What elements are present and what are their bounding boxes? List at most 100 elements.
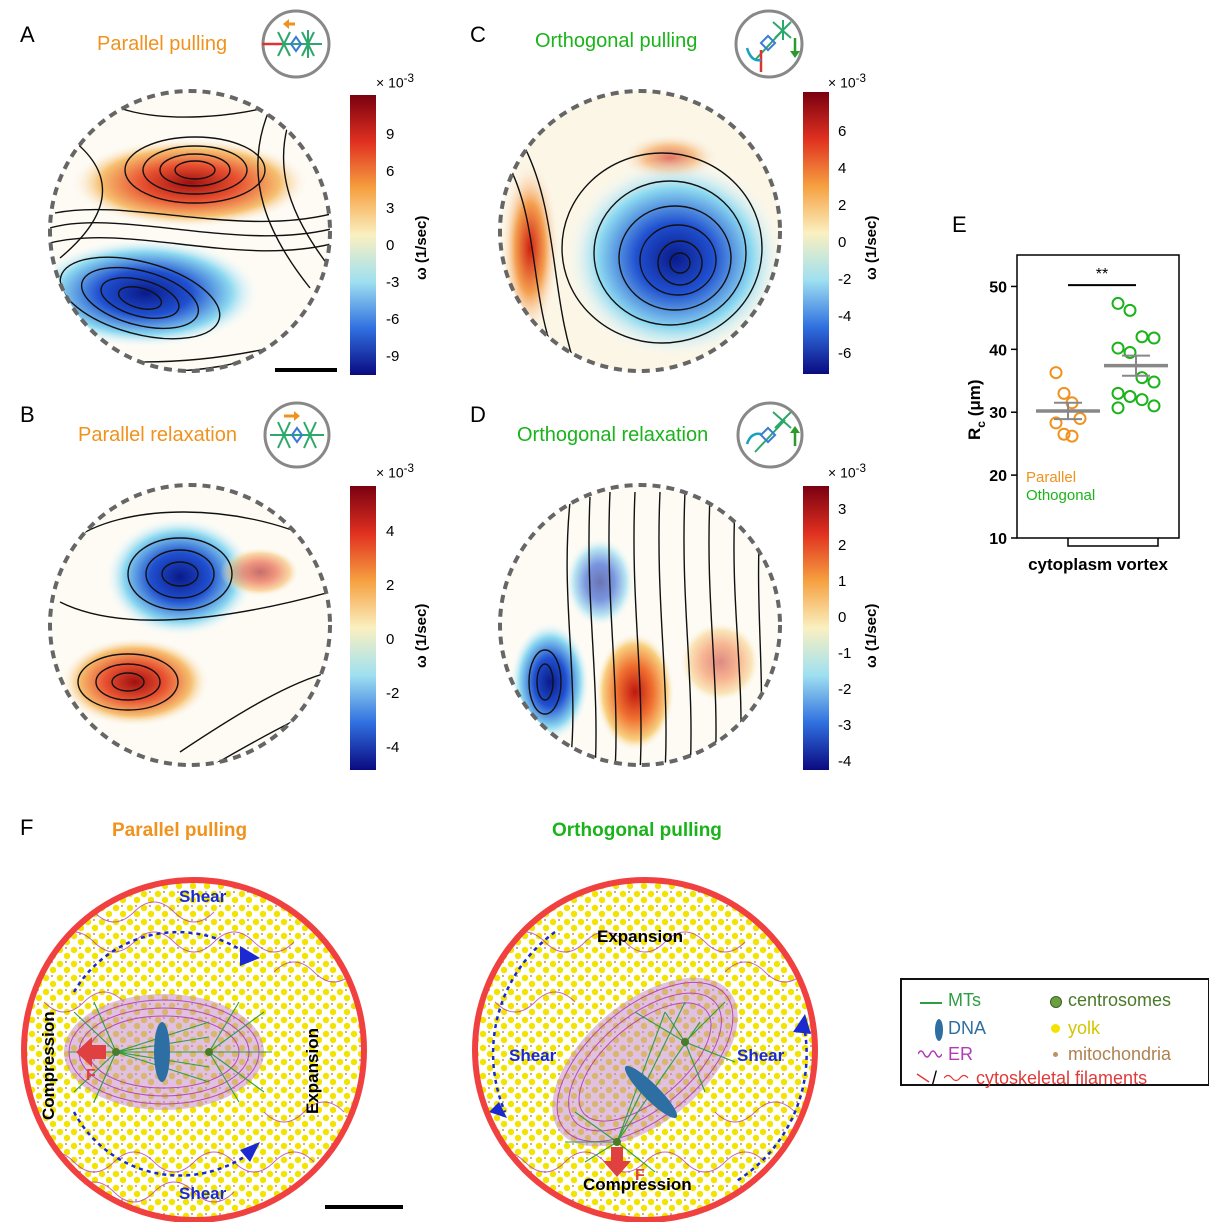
data-point xyxy=(1123,303,1137,317)
panel-f-label: F xyxy=(20,815,34,840)
force-label: F xyxy=(86,1067,96,1084)
panel-b-title: Parallel relaxation xyxy=(78,424,237,446)
force-arrow-icon xyxy=(76,1037,106,1067)
legend-filaments: cytoskeletal filaments xyxy=(976,1068,1148,1088)
y-tick-label: 20 xyxy=(989,468,1007,485)
data-point xyxy=(1135,393,1149,407)
parallel-pulling-schematic-icon xyxy=(261,9,331,79)
panel-c-colorbar-exponent: × 10-3 xyxy=(828,72,867,91)
data-point xyxy=(1111,401,1125,415)
panel-c-colorbar-unit: ω (1/sec) xyxy=(863,215,880,280)
expansion-label: Expansion xyxy=(303,1028,322,1114)
shear-left-label: Shear xyxy=(509,1046,557,1065)
panel-c-label: C xyxy=(470,22,486,47)
y-tick-label: 40 xyxy=(989,342,1007,359)
legend-parallel-label: Parallel xyxy=(1026,469,1076,486)
panel-c-vorticity-map xyxy=(498,89,782,373)
filament-wavy-icon xyxy=(944,1074,969,1082)
panel-f-right-title: Orthogonal pulling xyxy=(552,820,722,841)
data-point xyxy=(1049,416,1063,430)
y-axis-label: Rc (μm) xyxy=(965,379,988,440)
panel-f-left-title: Parallel pulling xyxy=(112,820,248,841)
panel-a-colorbar-ticks: 9 6 3 0 -3 -6 -9 xyxy=(386,126,400,365)
data-point xyxy=(1147,399,1161,413)
panel-d-colorbar-ticks: 3 2 1 0 -1 -2 -3 -4 xyxy=(838,501,852,770)
compression-label: Compression xyxy=(583,1175,692,1194)
data-point xyxy=(1111,386,1125,400)
data-point xyxy=(1057,427,1071,441)
data-point xyxy=(1147,331,1161,345)
legend-centrosomes: centrosomes xyxy=(1068,990,1172,1010)
data-point xyxy=(1111,296,1125,310)
y-tick-label: 30 xyxy=(989,405,1007,422)
panel-b-colorbar-unit: ω (1/sec) xyxy=(413,603,430,668)
panel-e-label: E xyxy=(952,212,967,237)
expansion-label: Expansion xyxy=(597,927,683,946)
panel-c-colorbar-ticks: 6 4 2 0 -2 -4 -6 xyxy=(838,123,852,362)
compression-label: Compression xyxy=(39,1011,58,1120)
panel-f-scale-bar xyxy=(325,1205,403,1209)
centrosome-dot-icon xyxy=(1050,996,1062,1008)
panel-f-legend: MTs DNA ER / cytoskeletal filaments cent… xyxy=(900,978,1209,1088)
panel-d-vorticity-map xyxy=(498,483,782,767)
panel-b-colorbar-ticks: 4 2 0 -2 -4 xyxy=(386,523,400,756)
panel-d-colorbar xyxy=(803,486,829,770)
er-wavy-icon xyxy=(918,1050,942,1058)
shear-right-label: Shear xyxy=(737,1046,785,1065)
y-tick-label: 10 xyxy=(989,531,1007,548)
data-point xyxy=(1065,429,1079,443)
yolk-dot-icon xyxy=(1051,1024,1060,1033)
parallel-relaxation-schematic-icon xyxy=(263,401,331,469)
data-point xyxy=(1135,371,1149,385)
data-point xyxy=(1147,375,1161,389)
legend-orthogonal-label: Othogonal xyxy=(1026,487,1095,504)
filament-straight-icon xyxy=(916,1073,930,1083)
legend-er: ER xyxy=(948,1044,974,1064)
panel-a-title: Parallel pulling xyxy=(97,33,228,55)
legend-mitochondria: mitochondria xyxy=(1068,1044,1172,1064)
panel-d-label: D xyxy=(470,402,486,427)
panel-a-scale-bar xyxy=(275,368,337,372)
shear-arrowhead-icon xyxy=(793,1014,811,1034)
x-axis-label: cytoplasm vortex xyxy=(1028,555,1168,574)
data-point xyxy=(1135,330,1149,344)
panel-d-colorbar-unit: ω (1/sec) xyxy=(863,603,880,668)
shear-top-label: Shear xyxy=(179,887,227,906)
legend-mts: MTs xyxy=(948,990,981,1010)
panel-a-colorbar-exponent: × 10-3 xyxy=(376,72,415,91)
y-tick-label: 50 xyxy=(989,279,1007,296)
panel-b-vorticity-map xyxy=(48,483,332,767)
panel-c-title: Orthogonal pulling xyxy=(535,30,698,52)
legend-yolk: yolk xyxy=(1068,1018,1101,1038)
panel-d-colorbar-exponent: × 10-3 xyxy=(828,462,867,481)
legend-filaments-separator: / xyxy=(932,1068,938,1088)
data-point xyxy=(1057,386,1071,400)
dna-ellipse-icon xyxy=(935,1019,943,1041)
panel-b-colorbar-exponent: × 10-3 xyxy=(376,462,415,481)
shear-bottom-label: Shear xyxy=(179,1184,227,1203)
force-label: F xyxy=(635,1167,645,1184)
mitochondria-dot-icon xyxy=(1053,1052,1058,1057)
data-point xyxy=(1123,390,1137,403)
panel-b-label: B xyxy=(20,402,35,427)
data-point xyxy=(1123,345,1137,359)
panel-a-vorticity-map xyxy=(48,89,332,373)
panel-b-colorbar xyxy=(350,486,376,770)
panel-a-label: A xyxy=(20,22,35,47)
force-arrow-icon xyxy=(603,1147,631,1177)
orthogonal-pulling-schematic-icon xyxy=(734,9,804,79)
shear-arrowhead-icon xyxy=(489,1102,507,1118)
data-point xyxy=(1111,341,1125,355)
shear-arrowhead-icon xyxy=(240,1142,260,1162)
panel-c-colorbar xyxy=(803,92,829,374)
mts-line-icon xyxy=(920,1002,942,1004)
panel-d-title: Orthogonal relaxation xyxy=(517,424,709,446)
data-point xyxy=(1049,366,1063,380)
orthogonal-pulling-cell-diagram: Expansion Shear Shear Compression F xyxy=(472,877,818,1222)
legend-dna: DNA xyxy=(948,1018,987,1038)
parallel-pulling-cell-diagram: Shear Shear Compression Expansion F xyxy=(21,877,367,1222)
panel-a-colorbar xyxy=(350,95,376,375)
panel-a-colorbar-unit: ω (1/sec) xyxy=(413,215,430,280)
panel-e-scatter-chart: 10 20 30 40 50 ** Parallel Othogonal cytopla… xyxy=(965,254,1180,574)
significance-label: ** xyxy=(1096,266,1108,283)
